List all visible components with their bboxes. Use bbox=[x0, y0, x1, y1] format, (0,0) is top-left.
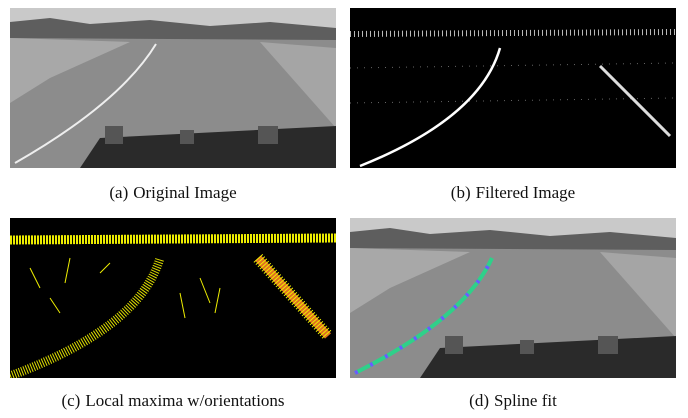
sensor bbox=[445, 336, 463, 354]
sensor bbox=[598, 336, 618, 354]
page: (a) Original Image (b) Filtered Image (c) L… bbox=[0, 0, 688, 418]
maxima-band bbox=[10, 238, 336, 240]
caption: (a) Original Image bbox=[10, 183, 336, 203]
sensor bbox=[520, 340, 534, 354]
original-image bbox=[10, 8, 336, 168]
sensor bbox=[180, 130, 194, 144]
caption: (c) Local maxima w/orientations bbox=[10, 391, 336, 411]
caption-text: Filtered Image bbox=[476, 183, 576, 202]
spline-fit-image bbox=[350, 218, 676, 378]
caption-text: Original Image bbox=[133, 183, 236, 202]
caption: (d) Spline fit bbox=[350, 391, 676, 411]
sensor bbox=[258, 126, 278, 144]
label: (c) bbox=[61, 391, 80, 410]
filtered-image bbox=[350, 8, 676, 168]
label: (b) bbox=[451, 183, 471, 202]
sensor bbox=[105, 126, 123, 144]
caption-text: Spline fit bbox=[494, 391, 557, 410]
caption: (b) Filtered Image bbox=[350, 183, 676, 203]
label: (a) bbox=[109, 183, 128, 202]
caption-text: Local maxima w/orientations bbox=[85, 391, 284, 410]
label: (d) bbox=[469, 391, 489, 410]
local-maxima-image bbox=[10, 218, 336, 378]
